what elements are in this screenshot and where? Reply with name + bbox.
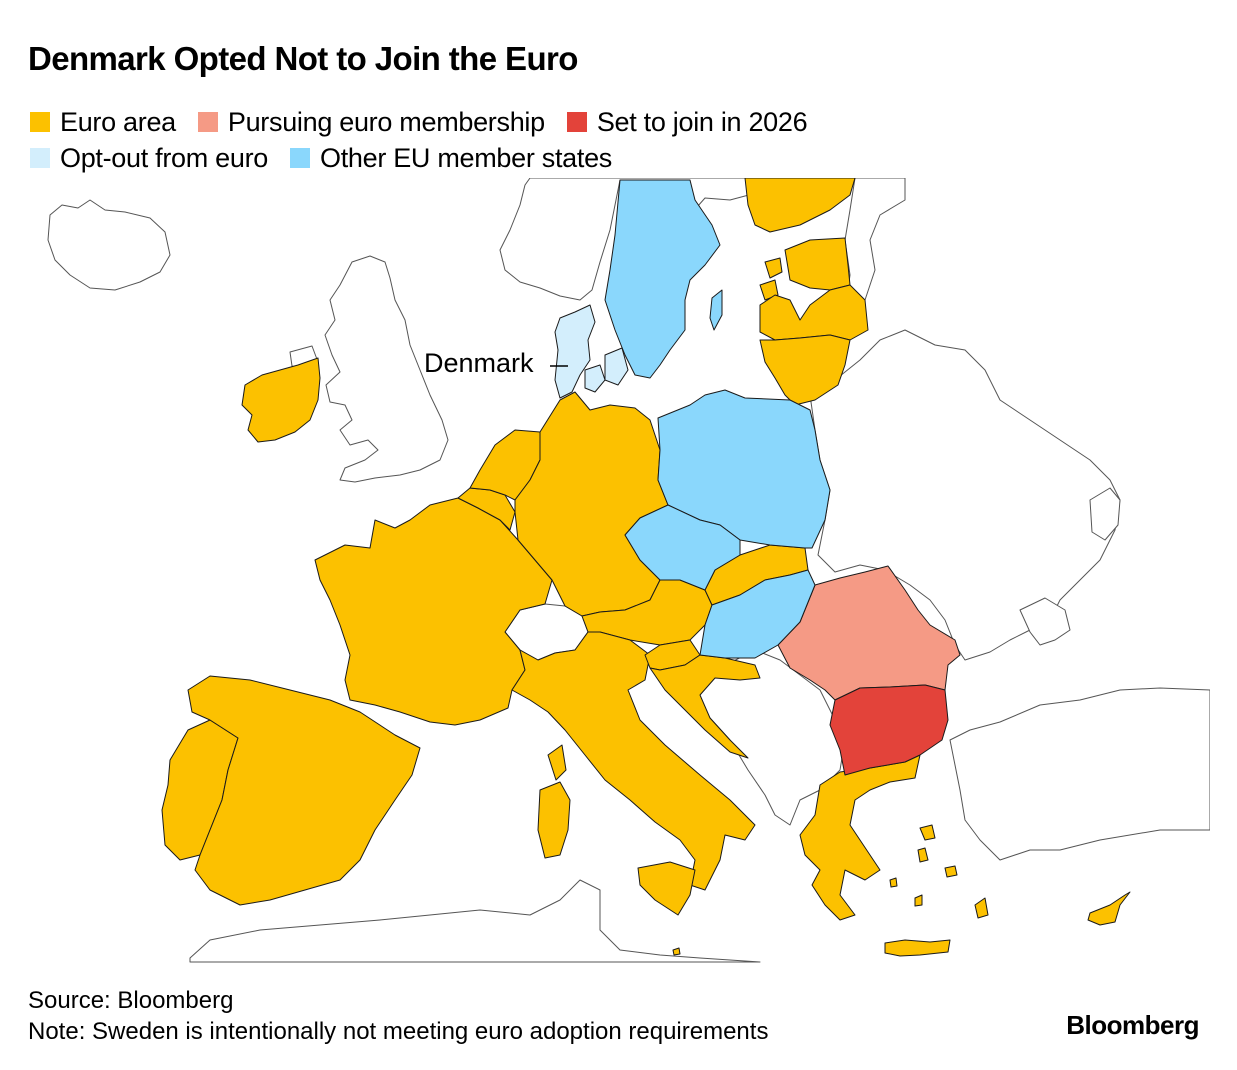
- country-north-africa: [189, 879, 761, 963]
- country-iceland: [47, 199, 171, 291]
- country-uk: [324, 255, 449, 483]
- legend-swatch: [30, 148, 50, 168]
- legend-swatch: [197, 112, 218, 132]
- country-crimea-hatched: [1019, 597, 1071, 646]
- country-denmark-islands: [584, 347, 629, 393]
- country-czechia: [624, 504, 741, 591]
- europe-map: Denmark: [47, 178, 1210, 963]
- legend-label: Set to join in 2026: [596, 106, 808, 137]
- legend-swatch: [290, 148, 310, 168]
- country-italy: [511, 631, 756, 891]
- country-france: [314, 497, 553, 726]
- country-cyprus: [1087, 891, 1131, 926]
- country-sweden: [604, 179, 721, 379]
- country-donbas-hatched: [1089, 487, 1121, 541]
- country-sicily: [637, 861, 696, 916]
- footer: Source: Bloomberg Note: Sweden is intent…: [28, 985, 768, 1047]
- country-aegean-islands: [889, 824, 989, 919]
- country-bulgaria: [829, 684, 949, 776]
- legend-item-set-to-join: Set to join in 2026: [566, 106, 808, 138]
- country-spain: [187, 675, 421, 906]
- legend-item-pursuing: Pursuing euro membership: [197, 106, 545, 138]
- source-text: Source: Bloomberg: [28, 987, 234, 1014]
- country-turkey: [949, 687, 1210, 861]
- legend-label: Other EU member states: [320, 142, 612, 173]
- legend-label: Euro area: [60, 106, 176, 137]
- legend-item-euro-area: Euro area: [30, 107, 176, 138]
- legend-row: Opt-out from euro Other EU member states: [30, 140, 930, 176]
- country-croatia: [649, 654, 761, 759]
- country-crete: [884, 939, 951, 957]
- legend-swatch: [30, 112, 50, 132]
- country-sardinia: [537, 781, 571, 859]
- country-finland: [744, 178, 856, 233]
- country-denmark: [554, 304, 596, 399]
- country-ireland: [241, 357, 321, 443]
- note-text: Note: Sweden is intentionally not meetin…: [28, 1018, 769, 1045]
- country-corsica: [547, 744, 567, 781]
- legend-swatch: [566, 112, 587, 132]
- country-estonia-islands: [759, 257, 783, 301]
- legend-item-opt-out: Opt-out from euro: [30, 143, 268, 174]
- legend-label: Opt-out from euro: [60, 142, 268, 173]
- denmark-annotation: Denmark: [424, 348, 534, 378]
- legend: Euro area Pursuing euro membership Set t…: [30, 104, 930, 176]
- legend-item-other-eu: Other EU member states: [290, 143, 612, 174]
- legend-label: Pursuing euro membership: [227, 106, 545, 137]
- country-estonia: [784, 237, 851, 291]
- country-gotland: [709, 289, 723, 331]
- country-lithuania: [759, 334, 851, 406]
- bloomberg-logo: Bloomberg: [1066, 1010, 1199, 1040]
- legend-row: Euro area Pursuing euro membership Set t…: [30, 104, 930, 140]
- chart-title: Denmark Opted Not to Join the Euro: [28, 40, 578, 77]
- country-hungary: [699, 569, 816, 659]
- country-romania: [777, 565, 961, 701]
- country-malta: [672, 947, 681, 956]
